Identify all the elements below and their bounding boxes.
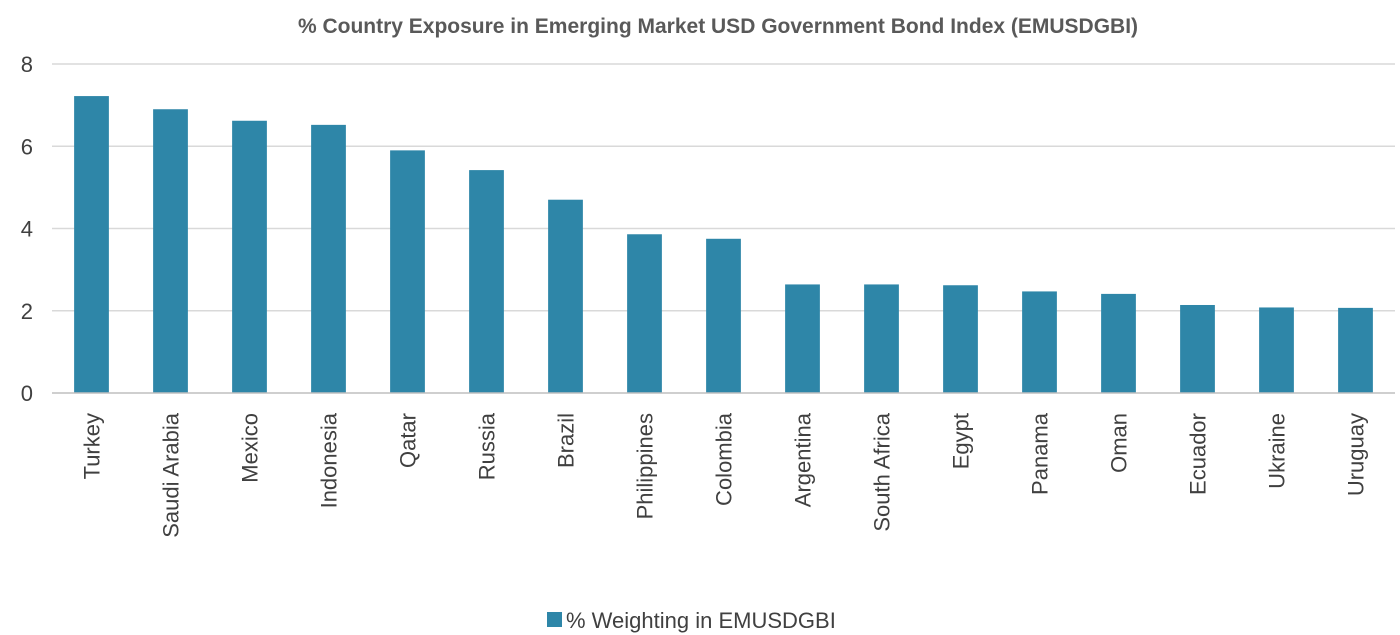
bar-turkey (74, 96, 109, 393)
bars (74, 96, 1373, 394)
bar-argentina (785, 284, 820, 393)
x-tick-label: Argentina (791, 412, 816, 507)
x-tick-label: Saudi Arabia (159, 412, 184, 538)
x-tick-label: Russia (475, 412, 500, 480)
bar-colombia (706, 238, 741, 393)
bar-uruguay (1338, 307, 1373, 393)
bar-south-africa (864, 284, 899, 393)
chart-title: % Country Exposure in Emerging Market US… (298, 15, 1138, 38)
x-tick-label: Indonesia (317, 412, 342, 508)
x-tick-label: Egypt (949, 413, 974, 469)
x-tick-label: Panama (1028, 412, 1053, 495)
y-tick-label: 8 (21, 52, 33, 77)
x-tick-label: Ecuador (1186, 413, 1211, 495)
legend: % Weighting in EMUSDGBI (547, 608, 836, 633)
bar-philippines (627, 234, 662, 393)
x-tick-label: Uruguay (1344, 413, 1369, 496)
x-tick-label: Turkey (80, 413, 105, 479)
bar-saudi-arabia (153, 109, 188, 394)
category-labels: 0 2 4 6 8 Turkey Saudi Arabia Mexico Indonesia Qa… (21, 52, 1369, 538)
bar-ukraine (1259, 307, 1294, 393)
x-tick-label: Philippines (633, 413, 658, 519)
x-tick-label: Colombia (712, 412, 737, 506)
legend-swatch (547, 612, 562, 627)
x-tick-label: Mexico (238, 413, 263, 483)
bar-brazil (548, 199, 583, 393)
x-tick-label: Qatar (396, 413, 421, 468)
y-tick-label: 4 (21, 217, 33, 242)
bar-oman (1101, 293, 1136, 393)
bar-mexico (232, 120, 267, 393)
bar-indonesia (311, 124, 346, 394)
x-tick-label: South Africa (870, 412, 895, 531)
x-tick-label: Oman (1107, 413, 1132, 473)
bar-egypt (943, 285, 978, 393)
x-tick-label: Brazil (554, 413, 579, 468)
y-tick-label: 0 (21, 381, 33, 406)
legend-label: % Weighting in EMUSDGBI (566, 608, 836, 633)
y-tick-label: 2 (21, 299, 33, 324)
y-tick-label: 6 (21, 134, 33, 159)
bar-qatar (390, 150, 425, 393)
x-tick-label: Ukraine (1265, 413, 1290, 489)
bar-ecuador (1180, 304, 1215, 393)
bar-russia (469, 170, 504, 393)
bar-panama (1022, 291, 1057, 393)
